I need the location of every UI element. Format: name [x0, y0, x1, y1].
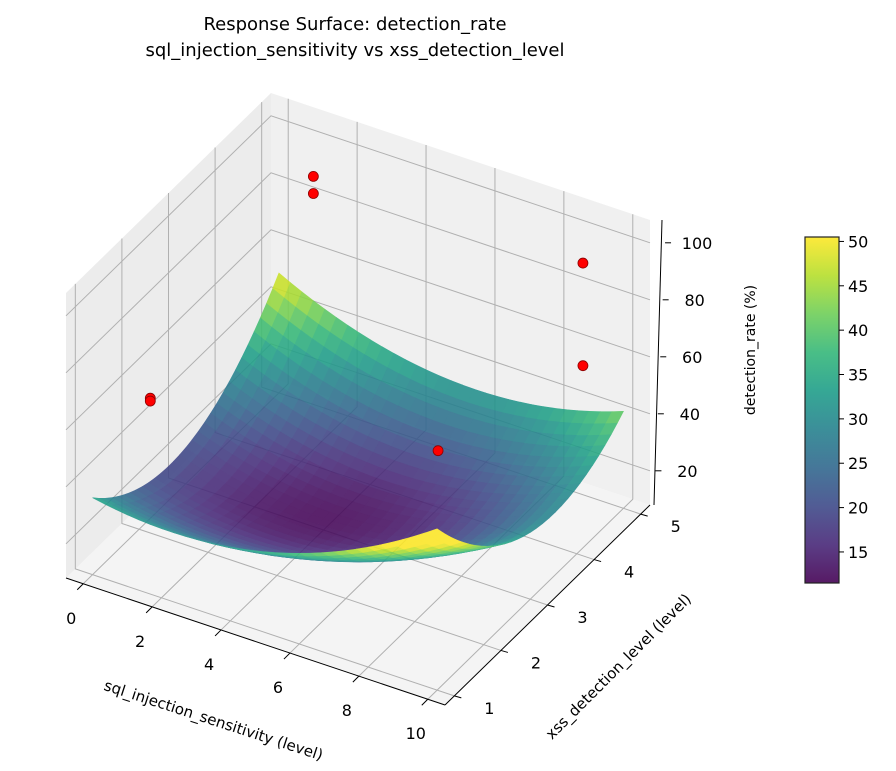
scatter-point — [577, 360, 589, 372]
colorbar-tick-label: 20 — [848, 499, 868, 518]
x-tick — [145, 606, 153, 614]
y-tick-label: 2 — [531, 653, 541, 672]
colorbar — [804, 236, 840, 584]
scatter-point — [307, 171, 319, 182]
scatter-point — [307, 188, 319, 199]
x-tick-label: 4 — [204, 655, 214, 674]
scatter-point — [144, 395, 156, 407]
y-gridline — [74, 283, 455, 697]
z-gridline — [65, 286, 651, 488]
z-tick-label: 40 — [680, 405, 700, 424]
scatter-point — [432, 445, 444, 457]
z-axis-label: detection_rate (%) — [743, 285, 759, 415]
chart-subtitle: sql_injection_sensitivity vs xss_detecti… — [145, 40, 565, 61]
z-tick-label: 60 — [682, 348, 702, 367]
y-tick — [547, 604, 555, 608]
y-tick-label: 5 — [671, 517, 681, 536]
y-tick — [500, 649, 509, 653]
colorbar-tick-label: 40 — [848, 321, 868, 340]
surface-patch — [424, 528, 444, 538]
x-axis-line — [65, 577, 446, 706]
y-tick — [593, 559, 602, 563]
x-tick — [283, 652, 291, 660]
x-tick-label: 8 — [342, 701, 352, 720]
scatter-point — [577, 257, 589, 269]
z-tick-label: 80 — [684, 291, 704, 310]
x-tick-label: 2 — [135, 632, 145, 651]
colorbar-tick-label: 50 — [848, 232, 868, 251]
y-tick-label: 1 — [484, 699, 494, 718]
colorbar-tick-label: 45 — [848, 277, 868, 296]
colorbar-tick-label: 35 — [848, 366, 868, 385]
y-gridline — [121, 238, 502, 651]
z-axis-line — [653, 219, 663, 506]
chart-title: Response Surface: detection_rate — [203, 14, 507, 35]
z-gridline — [65, 115, 651, 317]
colorbar-tick-label: 15 — [848, 543, 868, 562]
y-tick — [454, 695, 462, 699]
y-axis-label: xss_detection_level (level) — [542, 590, 696, 744]
x-tick-label: 6 — [273, 678, 283, 697]
x-gridline — [427, 214, 634, 700]
surface — [92, 272, 624, 563]
z-tick-label: 100 — [682, 234, 713, 253]
x-tick — [214, 629, 222, 637]
z-gridline — [65, 172, 651, 374]
colorbar-tick-label: 25 — [848, 454, 868, 473]
z-gridline — [65, 229, 651, 431]
x-tick — [76, 583, 84, 591]
x-tick-label: 10 — [406, 724, 426, 743]
z-tick-label: 20 — [677, 462, 697, 481]
y-tick-label: 3 — [577, 608, 587, 627]
y-tick — [640, 513, 648, 517]
x-axis-label: sql_injection_sensitivity (level) — [102, 676, 326, 765]
x-tick — [352, 675, 360, 683]
x-tick — [421, 698, 429, 706]
x-tick-label: 0 — [66, 609, 76, 628]
colorbar-tick-label: 30 — [848, 410, 868, 429]
y-tick-label: 4 — [624, 563, 634, 582]
